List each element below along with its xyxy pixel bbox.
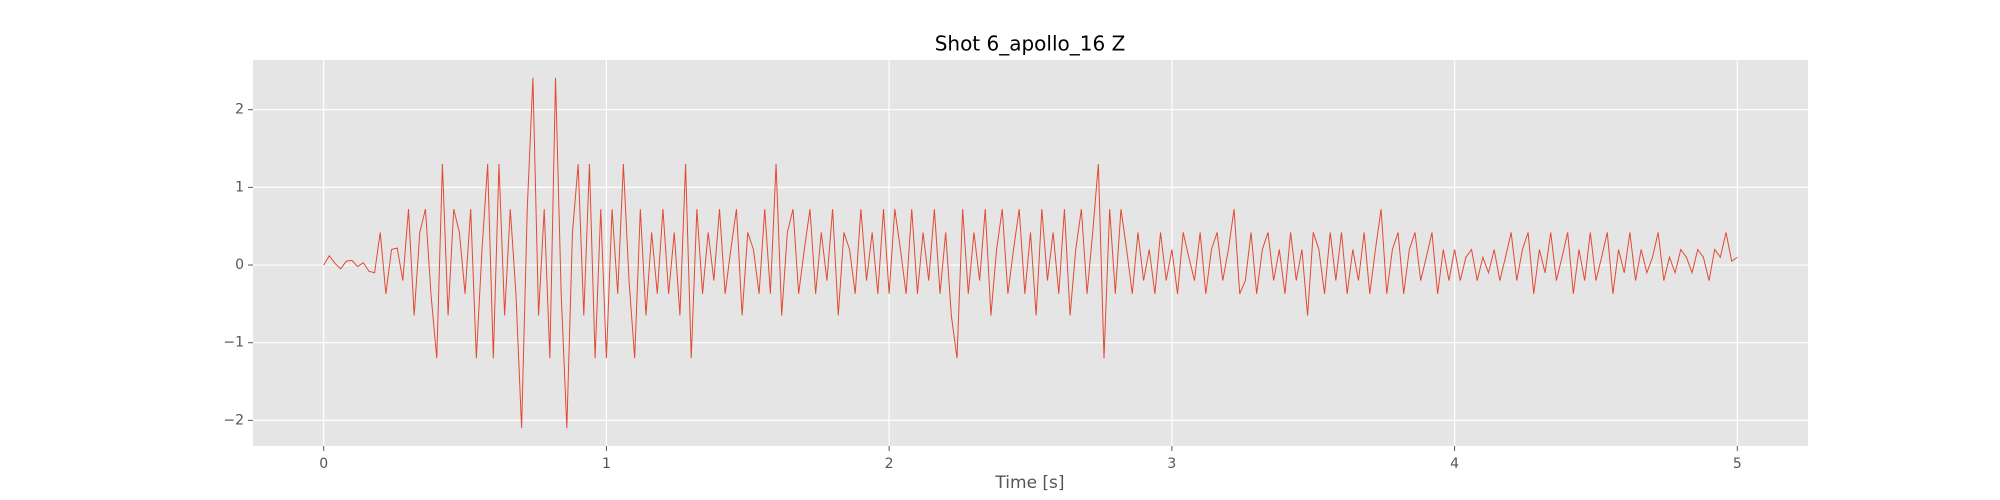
plot-area <box>253 60 1808 446</box>
x-axis-label: Time [s] <box>994 473 1064 493</box>
x-tick-label: 5 <box>1733 456 1742 472</box>
x-tick-label: 1 <box>602 456 611 472</box>
y-tick-label: −2 <box>223 412 244 428</box>
y-tick-label: −1 <box>223 335 244 351</box>
chart-title: Shot 6_apollo_16 Z <box>935 32 1126 56</box>
y-tick-label: 2 <box>235 102 244 118</box>
x-tick-label: 2 <box>885 456 894 472</box>
data-line <box>323 77 1738 429</box>
x-tick-label: 3 <box>1167 456 1176 472</box>
y-tick-label: 0 <box>235 257 244 273</box>
y-tick-label: 1 <box>235 179 244 195</box>
x-tick-label: 4 <box>1450 456 1459 472</box>
x-tick-label: 0 <box>319 456 328 472</box>
